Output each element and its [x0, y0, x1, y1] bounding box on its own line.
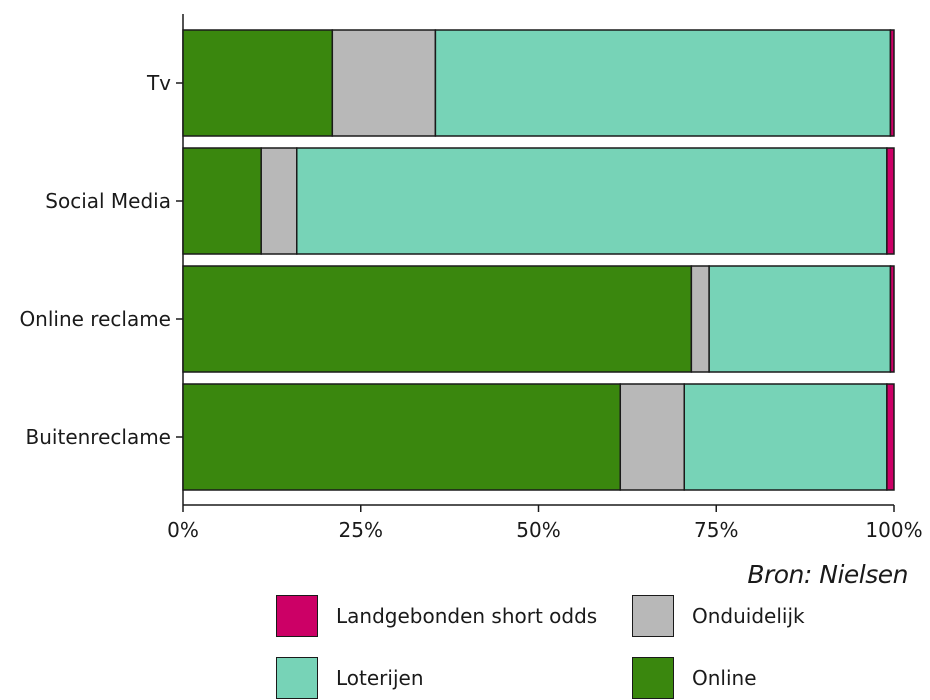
- legend-item: Loterijen: [276, 656, 424, 700]
- x-tick-label: 75%: [694, 518, 738, 542]
- legend-item: Landgebonden short odds: [276, 594, 597, 638]
- bar-segment-loterijen-online-reclame: [708, 265, 892, 373]
- legend-swatch: [632, 657, 674, 699]
- legend-swatch: [276, 657, 318, 699]
- legend-label: Landgebonden short odds: [336, 604, 598, 628]
- legend-swatch: [632, 595, 674, 637]
- legend: Landgebonden short odds Onduidelijk Loteri…: [276, 594, 836, 699]
- bar-segment-landgebonden-short-odds-tv: [889, 29, 895, 137]
- y-tick-label: Social Media: [45, 189, 171, 213]
- y-tick-label: Online reclame: [19, 307, 171, 331]
- legend-item: Online: [632, 656, 757, 700]
- bar-segment-loterijen-buitenreclame: [683, 383, 888, 491]
- source-note: Bron: Nielsen: [747, 560, 908, 589]
- bar-segment-onduidelijk-social-media: [260, 147, 298, 255]
- bar-segment-online-online-reclame: [182, 265, 693, 373]
- bar-segment-landgebonden-short-odds-social-media: [886, 147, 895, 255]
- bar-segment-online-social-media: [182, 147, 262, 255]
- bar-segment-landgebonden-short-odds-online-reclame: [889, 265, 895, 373]
- legend-label: Online: [692, 666, 757, 690]
- legend-label: Loterijen: [336, 666, 424, 690]
- x-tick-label: 50%: [516, 518, 560, 542]
- x-tick-label: 100%: [865, 518, 922, 542]
- bar-segment-onduidelijk-online-reclame: [690, 265, 710, 373]
- x-tick-label: 0%: [167, 518, 199, 542]
- bar-segment-loterijen-social-media: [296, 147, 888, 255]
- bar-segment-onduidelijk-buitenreclame: [619, 383, 686, 491]
- x-tick-label: 25%: [339, 518, 383, 542]
- y-tick-label: Buitenreclame: [26, 425, 171, 449]
- y-tick-label: Tv: [146, 71, 171, 95]
- bar-segment-loterijen-tv: [434, 29, 892, 137]
- bar-segment-online-buitenreclame: [182, 383, 622, 491]
- stacked-bar-chart: Tv Social Media Online reclame Buitenreclam…: [19, 14, 923, 542]
- legend-swatch: [276, 595, 318, 637]
- bar-segment-online-tv: [182, 29, 334, 137]
- legend-item: Onduidelijk: [632, 594, 805, 638]
- bar-segment-landgebonden-short-odds-buitenreclame: [886, 383, 895, 491]
- bar-segment-onduidelijk-tv: [331, 29, 437, 137]
- legend-label: Onduidelijk: [692, 604, 805, 628]
